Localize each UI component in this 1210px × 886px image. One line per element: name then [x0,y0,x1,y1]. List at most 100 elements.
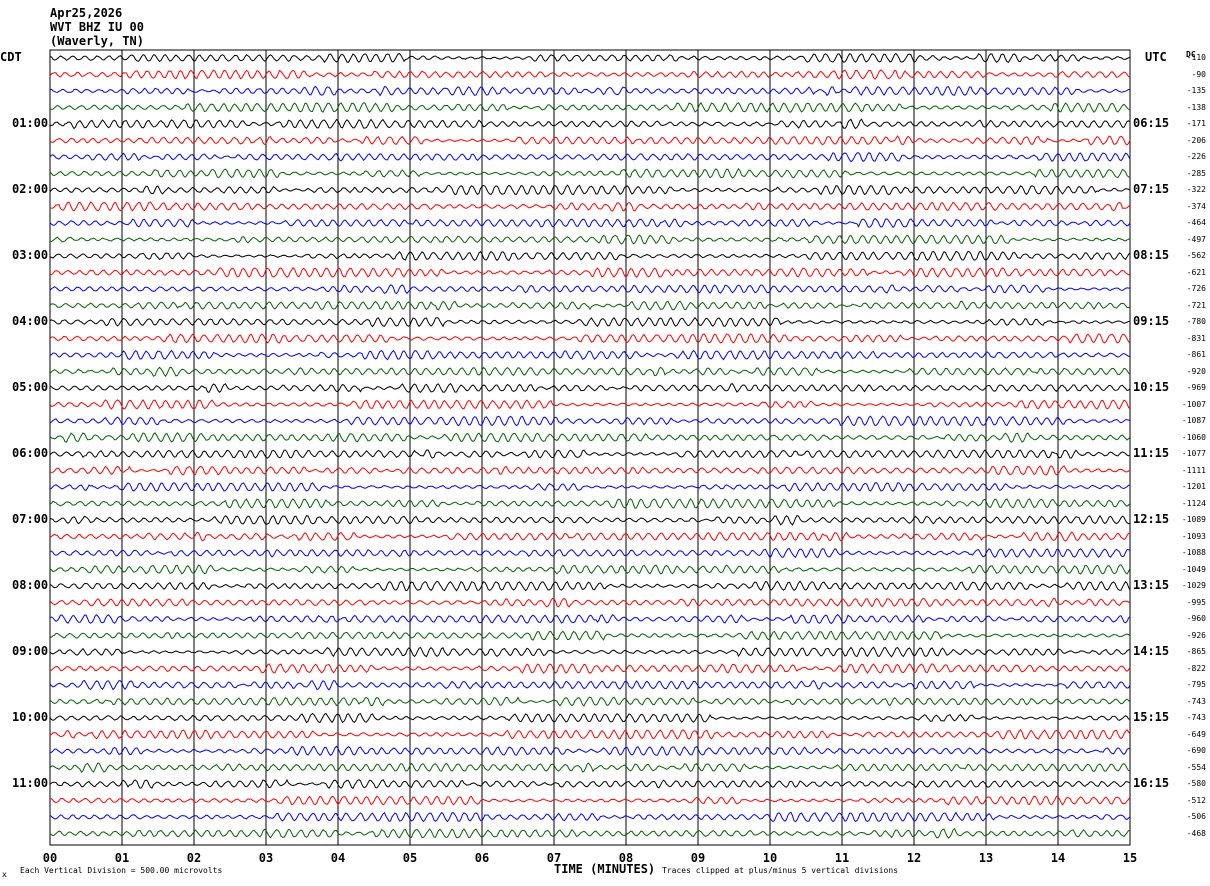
dc-offset-label: -1077 [1181,449,1206,458]
dc-offset-label: -743 [1186,696,1206,706]
right-hour-label: 16:15 [1133,776,1170,790]
dc-offset-label: -780 [1186,317,1206,326]
trace-line-14 [49,267,1131,278]
dc-label: DC [1186,50,1196,59]
dc-offset-label: -831 [1186,333,1206,343]
x-tick-label: 02 [186,851,202,865]
x-tick-label: 15 [1122,851,1138,865]
dc-offset-label: -926 [1186,630,1206,640]
dc-offset-label: -206 [1186,135,1206,145]
trace-line-30 [49,531,1130,542]
left-hour-label: 10:00 [12,710,49,724]
dc-offset-label: -285 [1186,168,1206,178]
right-hour-label: 10:15 [1133,380,1170,394]
trace-line-35 [49,613,1131,625]
x-tick-label: 06 [474,851,490,865]
dc-offset-label: -110 [1186,53,1206,62]
right-hour-label: 07:15 [1133,182,1170,196]
header-station: WVT BHZ IU 00 [50,20,144,34]
x-tick-label: 12 [906,851,922,865]
trace-line-36 [49,630,1131,641]
dc-offset-label: -322 [1186,185,1206,194]
dc-offset-label: -554 [1186,762,1206,772]
right-hour-label: 06:15 [1133,116,1170,130]
trace-line-43 [49,745,1131,757]
dc-offset-label: -468 [1186,828,1206,838]
clip-note: Traces clipped at plus/minus 5 vertical … [662,866,899,875]
x-tick-label: 08 [618,851,634,865]
trace-line-6 [49,135,1131,146]
right-hour-label: 14:15 [1133,644,1170,658]
dc-offset-label: -171 [1186,119,1206,128]
x-tick-label: 10 [762,851,778,865]
trace-line-8 [49,168,1131,179]
dc-offset-label: -580 [1186,779,1206,788]
left-hour-label: 06:00 [12,446,49,460]
dc-offset-label: -621 [1186,267,1206,277]
x-tick-label: 13 [978,851,994,865]
x-tick-label: 07 [546,851,562,865]
trace-line-16 [49,300,1131,311]
vertical-division-note: Each Vertical Division = 500.00 microvol… [20,866,223,875]
trace-line-22 [49,398,1131,410]
left-hour-label: 04:00 [12,314,49,328]
right-hour-label: 09:15 [1133,314,1170,328]
trace-line-37 [49,646,1131,658]
left-hour-label: 07:00 [12,512,49,526]
dc-offset-label: -649 [1186,729,1206,739]
dc-offset-label: -969 [1186,383,1206,392]
trace-line-12 [49,234,1131,245]
left-hour-label: 11:00 [12,776,49,790]
corner-mark: x [2,870,7,879]
x-tick-label: 05 [402,851,418,865]
trace-line-19 [49,349,1131,361]
trace-line-41 [49,712,1131,724]
trace-line-39 [49,679,1131,691]
x-tick-label: 03 [258,851,274,865]
dc-offset-label: -743 [1186,713,1206,722]
trace-line-25 [49,449,1131,459]
left-hour-label: 02:00 [12,182,49,196]
dc-offset-label: -1088 [1181,548,1206,557]
left-hour-label: 08:00 [12,578,49,592]
trace-line-32 [49,564,1131,575]
dc-offset-label: -1111 [1181,465,1206,475]
trace-line-26 [49,465,1131,476]
trace-line-45 [49,778,1131,790]
header-date: Apr25,2026 [50,6,123,20]
trace-line-2 [49,69,1131,80]
right-hour-label: 13:15 [1133,578,1170,592]
right-hour-label: 12:15 [1133,512,1170,526]
trace-line-24 [49,432,1131,443]
trace-line-5 [49,118,1131,130]
dc-offset-label: -1093 [1181,531,1206,541]
x-tick-label: 00 [42,851,58,865]
trace-line-20 [49,366,1131,378]
trace-line-44 [49,762,1131,773]
dc-offset-label: -1029 [1181,581,1206,590]
dc-offset-label: -822 [1186,663,1206,673]
trace-line-48 [49,827,1130,839]
dc-offset-label: -562 [1186,251,1206,260]
trace-line-42 [49,728,1131,740]
dc-offset-label: -690 [1186,746,1206,755]
dc-offset-label: -506 [1186,812,1206,821]
dc-offset-label: -865 [1186,647,1206,656]
dc-offset-label: -1060 [1181,432,1206,442]
dc-offset-label: -138 [1186,102,1206,112]
minute-gridlines [121,50,1059,845]
trace-line-15 [49,284,1131,295]
trace-line-23 [49,415,1131,427]
x-tick-label: 04 [330,851,346,865]
trace-line-7 [49,152,1131,163]
dc-offset-label: -135 [1186,86,1206,95]
dc-offset-label: -226 [1186,152,1206,161]
plot-frame [49,49,1131,846]
dc-offset-label: -726 [1186,284,1206,293]
header-location: (Waverly, TN) [50,34,144,48]
right-hour-label: 15:15 [1133,710,1170,724]
dc-offset-label: -497 [1186,234,1206,244]
trace-line-33 [49,580,1131,592]
seismic-traces [49,52,1131,839]
